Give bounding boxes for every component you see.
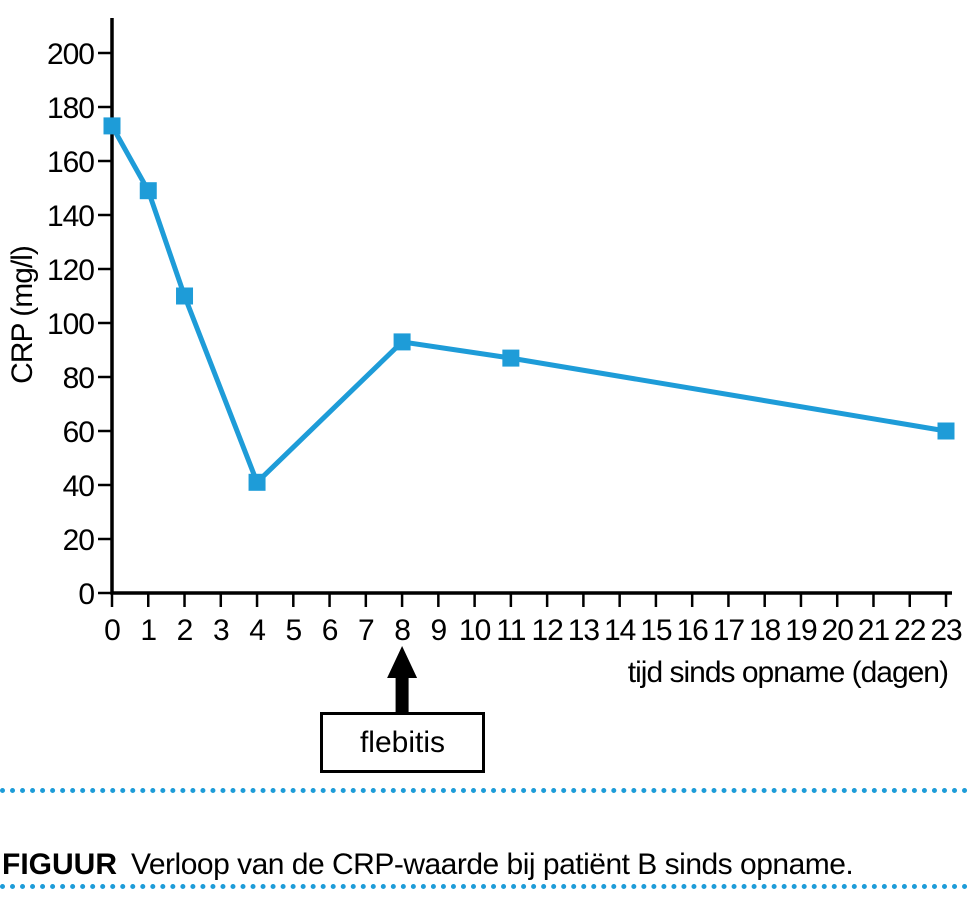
x-tick-label: 3: [213, 614, 229, 647]
dotted-divider-bottom: [0, 884, 968, 889]
data-line-layer: [109, 124, 947, 487]
y-tick-label: 200: [47, 38, 94, 71]
annotation-box: flebitis: [320, 712, 485, 773]
data-point-marker: [139, 182, 157, 200]
y-tick-label: 100: [47, 308, 94, 341]
caption-text: Verloop van de CRP-waarde bij patiënt B …: [131, 848, 854, 881]
data-point-marker: [176, 287, 194, 305]
x-axis-tick-labels: 0 1 2 3 4 5 6 7 8 9 10 11 12 13 14 15 16 17 18 19 20 21 22 23: [104, 614, 963, 647]
data-point-marker: [937, 422, 955, 440]
x-tick-label: 7: [358, 614, 374, 647]
data-point-marker: [502, 349, 520, 367]
y-tick-label: 140: [47, 200, 94, 233]
y-tick-label: 20: [63, 524, 95, 557]
annotation-label: flebitis: [359, 725, 446, 759]
y-tick-label: 60: [63, 416, 95, 449]
x-tick-label: 18: [749, 614, 781, 647]
dotted-divider-top: [0, 788, 968, 793]
x-tick-label: 5: [285, 614, 301, 647]
y-tick-label: 0: [78, 578, 94, 611]
x-tick-label: 16: [676, 614, 708, 647]
x-tick-label: 17: [713, 614, 745, 647]
axes: [110, 18, 952, 595]
y-tick-label: 160: [47, 146, 94, 179]
x-tick-label: 12: [531, 614, 563, 647]
x-tick-label: 15: [640, 614, 672, 647]
x-tick-label: 13: [568, 614, 600, 647]
flebitis-arrow-layer: [387, 646, 418, 712]
flebitis-arrow-icon: [387, 646, 418, 712]
y-tick-label: 40: [63, 470, 95, 503]
x-tick-label: 6: [322, 614, 338, 647]
x-tick-label: 10: [459, 614, 491, 647]
data-point-markers: [103, 117, 955, 491]
y-tick-label: 120: [47, 254, 94, 287]
x-tick-label: 20: [822, 614, 854, 647]
figure-caption: FIGUUR Verloop van de CRP-waarde bij pati…: [2, 848, 854, 882]
x-axis-ticks: [110, 593, 948, 607]
data-point-marker: [248, 473, 266, 491]
y-tick-label: 80: [63, 362, 95, 395]
data-point-marker: [103, 117, 121, 135]
data-point-marker: [393, 333, 411, 351]
crp-line: [109, 124, 947, 487]
y-tick-label: 180: [47, 92, 94, 125]
y-axis-tick-labels: 0 20 40 60 80 100 120 140 160 180 200: [47, 38, 95, 611]
x-axis-label: tijd sinds opname (dagen): [628, 656, 948, 689]
x-tick-label: 4: [249, 614, 265, 647]
x-tick-label: 0: [104, 614, 120, 647]
x-tick-label: 1: [140, 614, 156, 647]
x-tick-label: 22: [894, 614, 926, 647]
x-tick-label: 2: [177, 614, 193, 647]
x-tick-label: 23: [930, 614, 962, 647]
x-tick-label: 19: [785, 614, 817, 647]
x-tick-label: 9: [431, 614, 447, 647]
x-tick-label: 11: [496, 614, 525, 647]
figure-tag: FIGUUR: [2, 848, 117, 881]
x-tick-label: 14: [604, 614, 636, 647]
y-axis-label: CRP (mg/l): [6, 246, 39, 384]
x-tick-label: 8: [394, 614, 410, 647]
x-tick-label: 21: [858, 614, 890, 647]
y-axis-ticks: [98, 51, 113, 595]
